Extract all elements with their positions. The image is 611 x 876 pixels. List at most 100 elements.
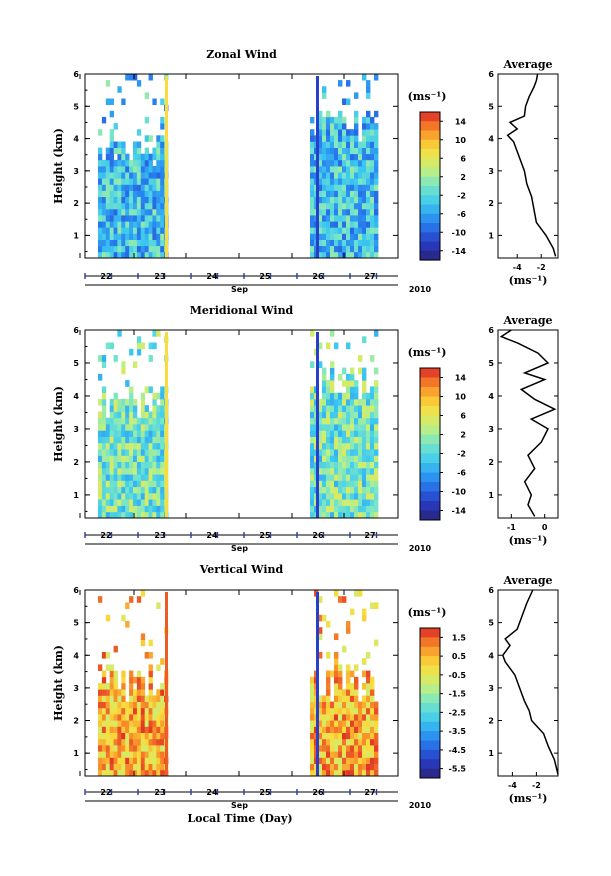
x-tick-label: 27 <box>364 788 375 797</box>
colorbar-step <box>420 112 440 122</box>
heatmap-cell <box>342 411 347 419</box>
heatmap-cell <box>117 461 122 469</box>
heatmap-cell <box>334 430 339 437</box>
heatmap-cell <box>156 436 161 444</box>
heatmap-cell <box>338 411 343 419</box>
heatmap-cell <box>350 701 355 709</box>
heatmap-cell <box>129 757 134 764</box>
heatmap-cell <box>322 380 327 387</box>
heatmap-cell <box>125 745 130 752</box>
heatmap-cell <box>101 738 107 746</box>
heatmap-cell <box>133 720 138 727</box>
heatmap-cell <box>156 430 161 437</box>
heatmap-cell <box>121 153 126 161</box>
y-tick-label: 5 <box>73 619 79 628</box>
heatmap-cell <box>148 245 153 253</box>
heatmap-cell <box>338 480 343 488</box>
heatmap-cell <box>370 683 375 690</box>
heatmap-cell <box>334 116 339 124</box>
average-profile-line <box>501 589 559 775</box>
heatmap-cell <box>338 769 343 777</box>
heatmap-cell <box>105 720 111 727</box>
average-y-tick-label: 3 <box>488 425 494 434</box>
y-tick-label: 6 <box>73 326 79 335</box>
heatmap-cell <box>338 208 343 216</box>
heatmap-cell <box>117 486 122 494</box>
heatmap-cell <box>322 166 327 173</box>
heatmap-cell <box>117 474 122 481</box>
heatmap-cell <box>125 411 130 419</box>
heatmap-cell <box>350 751 355 758</box>
heatmap-cell <box>330 511 335 519</box>
colorbar-tick-label: -2.5 <box>449 708 467 717</box>
heatmap-cell <box>350 129 355 136</box>
heatmap-cell <box>370 745 375 752</box>
heatmap-cell <box>129 726 134 733</box>
heatmap-cell <box>326 184 331 191</box>
heatmap-cell <box>101 116 107 124</box>
heatmap-cell <box>318 147 323 155</box>
heatmap-cell <box>98 411 103 419</box>
heatmap-cell <box>354 695 359 702</box>
heatmap-cell <box>133 196 138 204</box>
heatmap-cell <box>374 455 379 462</box>
heatmap-cell <box>98 373 103 381</box>
heatmap-cell <box>109 190 114 197</box>
heatmap-cell <box>133 467 138 475</box>
heatmap-cell <box>334 245 339 253</box>
heatmap-cell <box>338 664 343 671</box>
heatmap-cell <box>362 751 367 758</box>
heatmap-cell <box>152 499 157 506</box>
heatmap-cell <box>121 405 126 412</box>
average-x-label: (ms⁻¹) <box>509 792 548 805</box>
heatmap-cell <box>326 726 331 733</box>
heatmap-cell <box>322 251 327 259</box>
heatmap-cell <box>338 430 343 437</box>
heatmap-cell <box>101 417 107 425</box>
heatmap-cell <box>121 178 126 185</box>
heatmap-cell <box>346 751 351 758</box>
heatmap-cell <box>334 166 339 173</box>
heatmap-cell <box>334 233 339 240</box>
heatmap-cell <box>144 227 149 234</box>
heatmap-cell <box>121 449 126 456</box>
heatmap-cell <box>121 745 126 752</box>
heatmap-cell <box>113 424 118 431</box>
y-tick-label: 2 <box>73 458 79 467</box>
heatmap-cell <box>129 751 134 758</box>
heatmap-cell <box>342 757 347 764</box>
heatmap-cell <box>113 720 118 727</box>
heatmap-cell <box>109 763 114 771</box>
heatmap-cell <box>346 392 351 400</box>
heatmap-cell <box>330 769 335 777</box>
heatmap-cell <box>136 596 142 603</box>
heatmap-cell <box>144 424 149 431</box>
heatmap-cell <box>322 184 327 191</box>
heatmap-cell <box>310 129 315 136</box>
x-axis-label: Sep <box>231 544 248 553</box>
heatmap-cell <box>117 442 122 450</box>
heatmap-cell <box>156 227 161 234</box>
heatmap-cell <box>117 398 122 406</box>
heatmap-cell <box>358 763 363 771</box>
colorbar-tick-label: 6 <box>460 412 466 421</box>
heatmap-cell <box>152 745 157 752</box>
heatmap-cell <box>338 123 343 130</box>
heatmap-streak <box>165 76 168 258</box>
heatmap-cell <box>148 751 153 758</box>
heatmap-cell <box>121 695 126 702</box>
heatmap-cell <box>109 511 114 519</box>
heatmap-cell <box>330 380 335 387</box>
heatmap-cell <box>125 511 130 519</box>
heatmap-cell <box>350 461 355 469</box>
heatmap-cell <box>326 251 331 259</box>
heatmap-cell <box>160 461 165 469</box>
colorbar-step <box>420 665 440 676</box>
heatmap-cell <box>117 251 122 259</box>
heatmap-cell <box>140 455 146 462</box>
heatmap-cell <box>338 398 343 406</box>
heatmap-cell <box>322 178 327 185</box>
heatmap-cell <box>109 436 114 444</box>
heatmap-cell <box>136 695 142 702</box>
heatmap-cell <box>342 159 347 167</box>
